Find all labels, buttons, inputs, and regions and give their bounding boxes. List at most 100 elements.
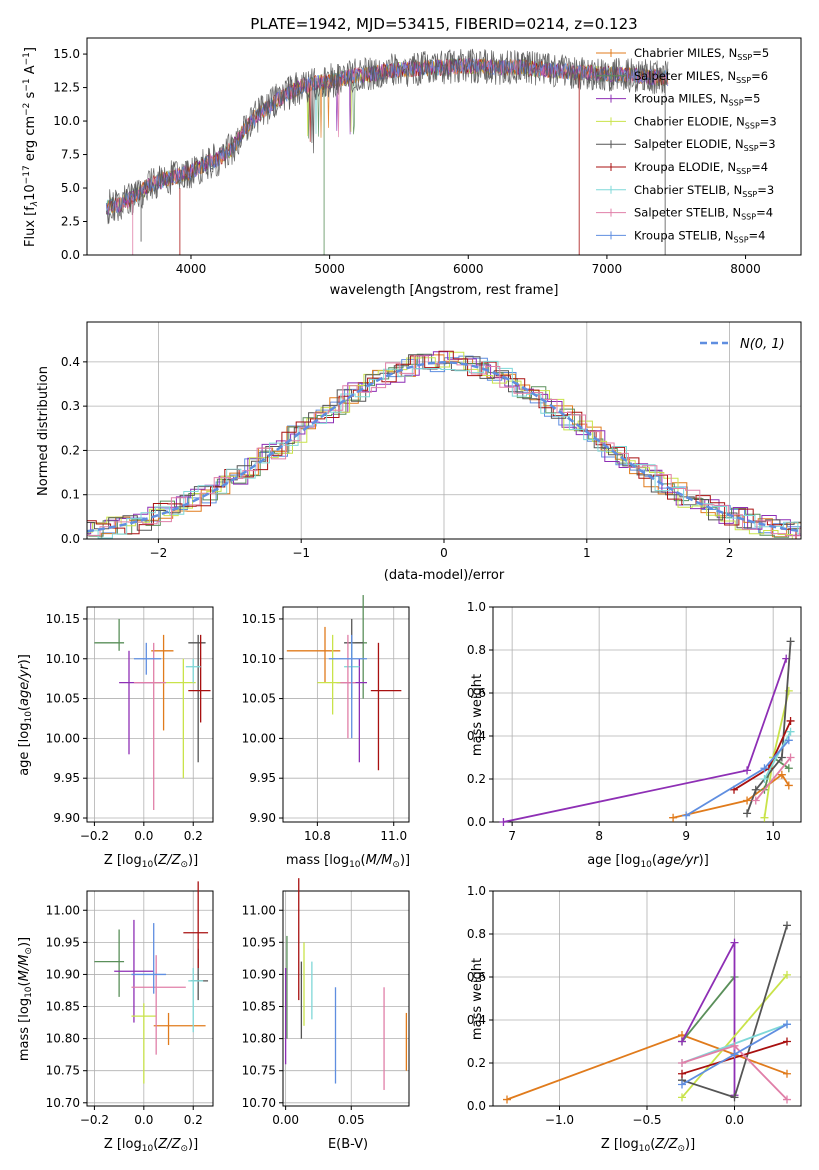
residual-xtick-label: 2 <box>726 546 734 560</box>
legend-label: Chabrier ELODIE, NSSP=3 <box>634 114 777 130</box>
weight-vs-metallicity-panel: −1.0 −0.5 0.0 0.0 0.2 0.4 0.6 0.8 1.0 <box>467 884 802 1127</box>
legend-name: Chabrier MILES, N <box>634 46 737 60</box>
p3c-xtick-label: 7 <box>508 829 516 843</box>
p4b-ytick-label: 10.85 <box>242 1000 276 1014</box>
p3c-point-marker <box>743 766 752 775</box>
p4c-point-marker <box>678 1059 686 1067</box>
spectrum-ytick-label: 15.0 <box>53 47 80 61</box>
residual-histogram <box>87 350 801 539</box>
p3c-ticks: 7 8 9 10 0.0 0.2 0.4 0.6 0.8 1.0 <box>467 600 781 843</box>
residual-ylabel: Normed distribution <box>36 366 51 496</box>
p4a-xlabel: Z [log10(Z/Z⊙)] <box>104 1137 198 1154</box>
legend-name: Salpeter STELIB, N <box>634 206 741 220</box>
p3c-point-marker <box>499 818 508 826</box>
legend-label: Salpeter STELIB, NSSP=4 <box>634 206 773 222</box>
p4c-ytick-label: 0.8 <box>467 927 486 941</box>
p3b-ytick-label: 10.05 <box>242 692 276 706</box>
p4c-point-marker <box>783 1020 791 1029</box>
spectrum-ytick-label: 10.0 <box>53 114 80 128</box>
p3b-ticks: 10.8 11.0 9.90 9.95 10.00 10.05 10.10 10.15 <box>242 612 407 843</box>
legend-label: Salpeter MILES, NSSP=6 <box>634 69 768 85</box>
p4c-ytick-label: 1.0 <box>467 884 486 898</box>
residual-ytick-label: 0.3 <box>61 399 80 413</box>
p4c-point-marker <box>678 1069 686 1078</box>
p4c-ylabel: mass weight <box>470 958 485 1040</box>
residual-xtick-label: 0 <box>440 546 448 560</box>
p4b-ytick-label: 10.95 <box>242 935 276 949</box>
p4a-xtick-label: 0.2 <box>184 1113 203 1127</box>
p4a-ylabel: mass [log10(M/M⊙)] <box>17 937 34 1061</box>
p3c-xtick-label: 8 <box>595 829 603 843</box>
residual-xtick-label: −2 <box>150 546 168 560</box>
p4c-xlabel: Z [log10(Z/Z⊙)] <box>601 1137 695 1154</box>
p3b-ytick-label: 9.95 <box>249 771 276 785</box>
spectrum-xtick-label: 7000 <box>592 262 623 276</box>
legend-label: Chabrier STELIB, NSSP=3 <box>634 183 774 199</box>
legend-name: Chabrier ELODIE, N <box>634 114 745 128</box>
p3b-xtick-label: 10.8 <box>304 829 331 843</box>
p4a-ytick-label: 10.70 <box>46 1096 80 1110</box>
p3a-ytick-label: 10.10 <box>46 652 80 666</box>
p3a-ytick-label: 9.90 <box>53 811 80 825</box>
spectrum-xlabel: wavelength [Angstrom, rest frame] <box>330 283 559 298</box>
residual-ytick-label: 0.4 <box>61 355 80 369</box>
p3c-xtick-label: 10 <box>766 829 781 843</box>
p4c-series-line <box>681 974 788 1098</box>
p4c-ytick-label: 0.0 <box>467 1099 486 1113</box>
weight-vs-age-panel: 7 8 9 10 0.0 0.2 0.4 0.6 0.8 1.0 <box>467 600 802 843</box>
p4c-ticks: −1.0 −0.5 0.0 0.0 0.2 0.4 0.6 0.8 1.0 <box>467 884 744 1127</box>
p4c-point-marker <box>678 1037 686 1046</box>
p3c-ytick-label: 0.0 <box>467 815 486 829</box>
p4c-ytick-label: 0.2 <box>467 1056 486 1070</box>
p3c-xlabel: age [log10(age/yr)] <box>587 853 709 870</box>
residual-histograms <box>87 350 801 539</box>
spectrum-xtick-label: 8000 <box>730 262 761 276</box>
p3a-xtick-label: −0.2 <box>80 829 109 843</box>
p4c-point-marker <box>730 938 739 947</box>
p4c-point-marker <box>678 1093 686 1102</box>
p4c-series-line <box>681 942 736 1096</box>
p4b-ytick-label: 10.90 <box>242 967 276 981</box>
p4c-point-marker <box>783 921 791 930</box>
p3b-ytick-label: 10.10 <box>242 652 276 666</box>
p3c-point-marker <box>760 764 769 773</box>
spectrum-title: PLATE=1942, MJD=53415, FIBERID=0214, z=0… <box>250 15 637 33</box>
legend-subscript: SSP <box>745 121 760 130</box>
p4a-ytick-label: 10.95 <box>46 935 80 949</box>
residual-legend: N(0, 1) <box>700 337 785 352</box>
legend-count: =3 <box>760 114 777 128</box>
p3c-point-marker <box>743 809 752 818</box>
p3a-frame <box>86 606 214 823</box>
p3a-ytick-label: 9.95 <box>53 771 80 785</box>
p3b-ytick-label: 10.00 <box>242 731 276 745</box>
residual-panel: −2 −1 0 1 2 0.0 0.1 0.2 0.3 0.4 (data-model)/erro… <box>36 321 802 583</box>
p3a-xlabel: Z [log10(Z/Z⊙)] <box>104 853 198 870</box>
p4a-ytick-label: 10.85 <box>46 1000 80 1014</box>
spectrum-ytick-label: 2.5 <box>61 215 80 229</box>
p4a-frame <box>86 890 214 1107</box>
p4b-xlabel: E(B-V) <box>328 1137 368 1152</box>
legend-name: Kroupa MILES, N <box>634 92 729 106</box>
legend-name: Kroupa ELODIE, N <box>634 160 736 174</box>
p4c-point-marker <box>503 1095 511 1104</box>
p4a-ytick-label: 11.00 <box>46 903 80 917</box>
p3c-ytick-label: 0.4 <box>467 729 486 743</box>
spectrum-panel: 4000 5000 6000 7000 8000 0.0 2.5 5.0 7.5 10.0 12.5… <box>22 37 802 298</box>
legend-label: Kroupa ELODIE, NSSP=4 <box>634 160 768 176</box>
p3c-point-marker <box>777 770 786 779</box>
p3c-point-marker <box>743 796 752 805</box>
p3a-xtick-label: 0.0 <box>134 829 153 843</box>
p3c-series-line <box>755 756 792 802</box>
p3c-point-marker <box>682 811 691 820</box>
p3a-xtick-label: 0.2 <box>184 829 203 843</box>
spectrum-xtick-label: 5000 <box>314 262 345 276</box>
age-vs-metallicity-panel: −0.2 0.0 0.2 9.90 9.95 10.00 10.05 10.10 10.15 <box>46 606 214 843</box>
p4c-point-marker <box>730 1050 739 1059</box>
p3c-point-marker <box>786 727 795 736</box>
p4c-xtick-label: −0.5 <box>632 1113 661 1127</box>
p3c-point-marker <box>784 764 793 773</box>
residual-histogram <box>87 355 801 539</box>
p4a-xtick-label: 0.0 <box>134 1113 153 1127</box>
